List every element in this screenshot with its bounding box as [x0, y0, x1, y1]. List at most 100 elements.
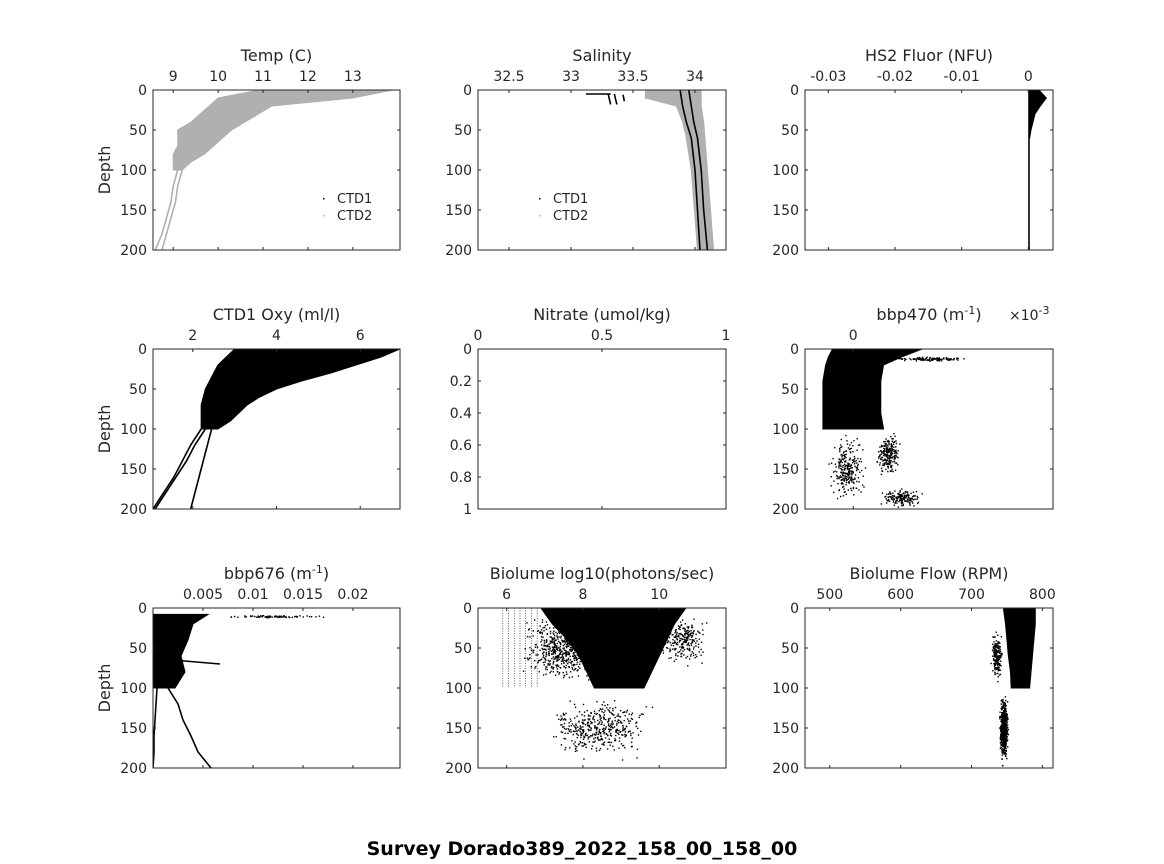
scatter-point	[891, 451, 893, 453]
scatter-point	[666, 641, 669, 643]
scatter-point	[555, 656, 557, 658]
scatter-point	[610, 650, 612, 653]
scatter-point	[603, 733, 605, 735]
scatter-point	[1000, 743, 1002, 746]
scatter-point	[1001, 712, 1003, 714]
scatter-point	[894, 450, 896, 452]
scatter-point	[891, 498, 893, 501]
scatter-point	[940, 358, 942, 361]
scatter-point	[888, 460, 890, 462]
scatter-point	[897, 450, 899, 452]
scatter-point	[892, 438, 894, 440]
scatter-point	[558, 718, 560, 721]
scatter-point	[552, 652, 555, 654]
scatter-point	[956, 358, 958, 360]
scatter-point	[557, 647, 560, 649]
scatter-point	[891, 457, 893, 459]
scatter-point	[904, 492, 906, 494]
scatter-point	[563, 726, 565, 728]
scatter-point	[601, 634, 603, 637]
scatter-point	[903, 497, 905, 499]
scatter-point	[571, 650, 573, 652]
scatter-point	[607, 721, 609, 723]
scatter-point	[563, 718, 566, 720]
scatter-point	[664, 642, 667, 645]
scatter-point	[1002, 721, 1004, 724]
scatter-point	[1000, 730, 1003, 732]
scatter-point	[254, 615, 256, 618]
plot-area	[153, 613, 325, 768]
scatter-point	[905, 495, 908, 498]
scatter-point	[845, 484, 847, 486]
scatter-point	[675, 635, 678, 637]
scatter-point	[680, 653, 682, 655]
scatter-point	[916, 498, 918, 501]
scatter-point	[662, 649, 664, 652]
scatter-point	[576, 746, 578, 748]
scatter-point	[558, 655, 560, 658]
scatter-point	[851, 489, 853, 492]
scatter-point	[894, 457, 896, 460]
scatter-point	[1004, 745, 1006, 747]
scatter-point	[884, 463, 886, 465]
scatter-point	[584, 628, 587, 630]
scatter-point	[995, 666, 997, 669]
scatter-point	[597, 736, 599, 738]
scatter-point	[1002, 713, 1004, 715]
scatter-point	[844, 460, 847, 463]
scatter-point	[543, 640, 546, 642]
scatter-point	[564, 732, 566, 734]
scatter-point	[613, 700, 616, 702]
scatter-point	[574, 640, 576, 643]
scatter-point	[600, 717, 602, 719]
scatter-point	[543, 651, 545, 653]
scatter-point	[856, 466, 859, 469]
scatter-point	[849, 478, 852, 481]
scatter-point	[602, 742, 605, 744]
scatter-point	[574, 726, 576, 728]
scatter-point	[898, 493, 901, 496]
scatter-cloud-0	[999, 696, 1010, 767]
data-line-4	[622, 94, 626, 102]
scatter-point	[1005, 733, 1008, 736]
scatter-point	[589, 729, 591, 731]
scatter-point	[574, 627, 576, 629]
scatter-point	[877, 451, 880, 453]
scatter-point	[680, 649, 682, 651]
scatter-point	[897, 497, 899, 499]
scatter-point	[846, 473, 849, 476]
scatter-point	[847, 468, 849, 470]
scatter-point	[564, 748, 566, 751]
scatter-point	[934, 357, 936, 360]
scatter-point	[1006, 722, 1008, 725]
scatter-point	[839, 461, 842, 463]
scatter-point	[621, 722, 623, 724]
scatter-point	[1000, 731, 1002, 733]
scatter-point	[580, 728, 582, 730]
scatter-point	[838, 467, 840, 469]
scatter-point	[594, 737, 597, 739]
scatter-point	[1002, 738, 1005, 740]
scatter-point	[605, 718, 607, 721]
scatter-point	[591, 735, 594, 737]
scatter-point	[571, 639, 573, 642]
scatter-point	[677, 655, 679, 657]
scatter-point	[853, 494, 855, 496]
scatter-point	[569, 622, 571, 624]
scatter-point	[1001, 719, 1004, 722]
scatter-point	[568, 722, 570, 724]
scatter-point	[597, 653, 599, 655]
scatter-point	[995, 653, 997, 655]
x-tick-label: 700	[958, 587, 985, 603]
scatter-point	[1001, 714, 1003, 717]
scatter-point	[686, 647, 689, 650]
scatter-point	[1003, 732, 1005, 734]
scatter-point	[1004, 730, 1006, 732]
scatter-point	[577, 639, 579, 641]
scatter-point	[1003, 752, 1005, 754]
scatter-point	[662, 652, 665, 654]
scatter-point	[909, 502, 911, 505]
panel-title: Biolume log10(photons/sec)	[490, 564, 715, 583]
scatter-point	[584, 724, 587, 726]
scatter-point	[895, 451, 897, 453]
